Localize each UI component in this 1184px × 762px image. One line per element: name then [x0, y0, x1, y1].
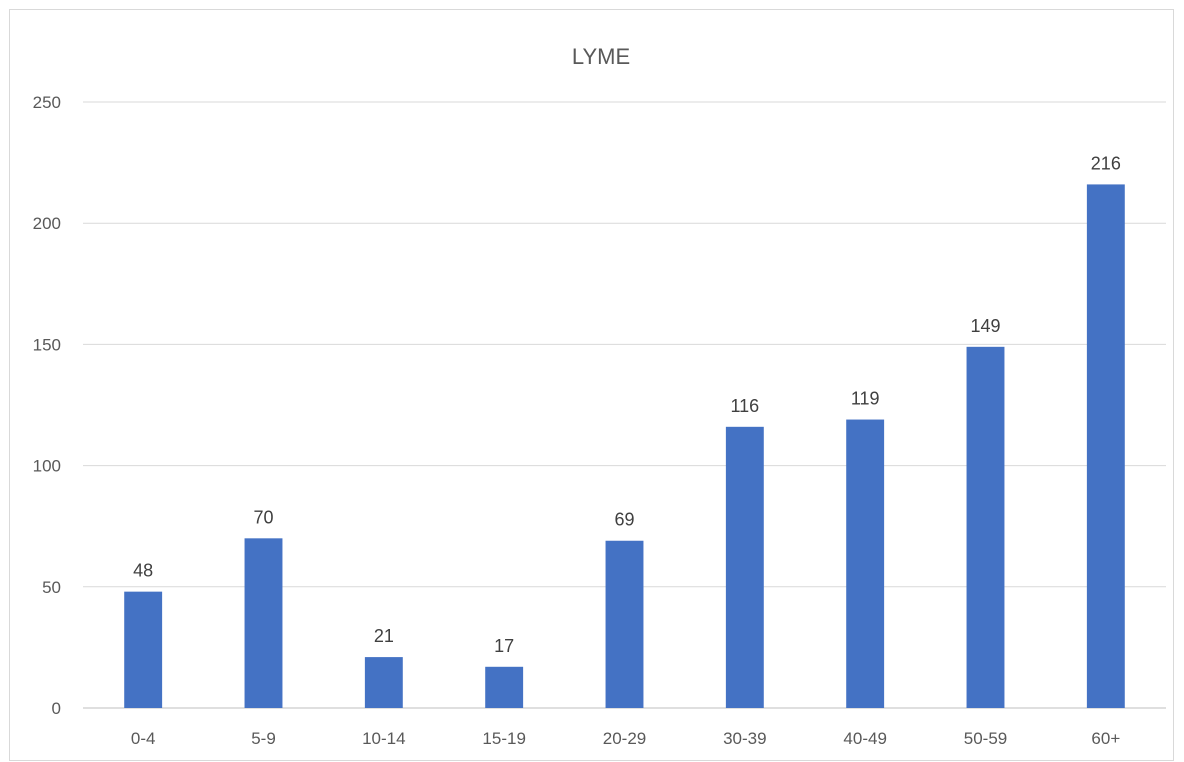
x-tick-label: 15-19	[482, 729, 525, 748]
x-tick-label: 60+	[1091, 729, 1120, 748]
chart-title: LYME	[572, 44, 630, 69]
x-tick-label: 40-49	[843, 729, 886, 748]
bar-60+	[1086, 184, 1125, 708]
x-tick-label: 10-14	[362, 729, 405, 748]
x-tick-label: 0-4	[131, 729, 156, 748]
x-tick-label: 5-9	[251, 729, 276, 748]
y-tick-label: 250	[33, 93, 61, 112]
data-label: 48	[133, 561, 153, 581]
bar-50-59	[966, 346, 1005, 708]
data-label: 21	[374, 626, 394, 646]
x-tick-label: 50-59	[964, 729, 1007, 748]
data-label: 70	[253, 507, 273, 527]
bar-30-39	[725, 426, 764, 708]
data-labels: 48 70 21 17 69 116 119 149 216	[133, 153, 1121, 655]
x-tick-label: 20-29	[603, 729, 646, 748]
data-label: 17	[494, 636, 514, 656]
y-tick-label: 100	[33, 457, 61, 476]
y-tick-label: 150	[33, 335, 61, 354]
data-label: 149	[970, 316, 1000, 336]
x-axis-ticks: 0-4 5-9 10-14 15-19 20-29 30-39 40-49 50-59 60+	[131, 729, 1120, 748]
y-tick-label: 0	[52, 699, 61, 718]
y-axis-ticks: 0 50 100 150 200 250	[33, 93, 61, 718]
bar-20-29	[605, 540, 644, 708]
y-tick-label: 50	[42, 578, 61, 597]
bars	[124, 184, 1125, 708]
y-tick-label: 200	[33, 214, 61, 233]
data-label: 116	[730, 396, 759, 416]
data-label: 216	[1091, 153, 1121, 173]
data-label: 119	[851, 389, 880, 409]
bar-5-9	[244, 538, 283, 708]
bar-0-4	[124, 591, 163, 708]
bar-10-14	[364, 657, 403, 708]
data-label: 69	[614, 510, 634, 530]
bar-15-19	[485, 666, 524, 708]
bar-40-49	[846, 419, 885, 708]
x-tick-label: 30-39	[723, 729, 766, 748]
